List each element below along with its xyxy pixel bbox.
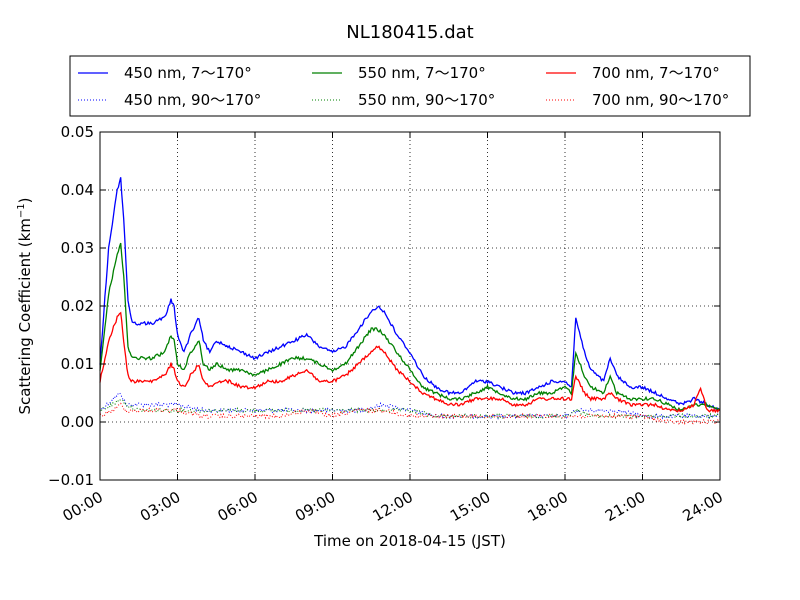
legend-label: 450 nm, 7～170° xyxy=(124,64,252,82)
x-tick-label: 09:00 xyxy=(292,488,338,525)
legend: 450 nm, 7～170° 550 nm, 7～170° 700 nm, 7～17… xyxy=(78,64,729,109)
y-axis-label-sup: −1 xyxy=(16,203,27,218)
series-line xyxy=(99,242,721,412)
legend-label: 450 nm, 90～170° xyxy=(124,91,261,109)
y-tick-label: 0.05 xyxy=(61,123,94,141)
x-tick-label: 06:00 xyxy=(215,488,261,525)
y-tick-label: 0.04 xyxy=(61,181,94,199)
series-line xyxy=(99,391,721,420)
x-tick-label: 12:00 xyxy=(370,488,416,525)
y-tick-label: −0.01 xyxy=(48,471,94,489)
x-axis-label: Time on 2018-04-15 (JST) xyxy=(313,532,506,550)
series-line xyxy=(99,177,721,412)
series-group xyxy=(99,177,721,425)
x-tick-label: 21:00 xyxy=(602,488,648,525)
grid xyxy=(100,132,720,480)
legend-label: 550 nm, 7～170° xyxy=(358,64,486,82)
y-tick-label: 0.01 xyxy=(61,355,94,373)
x-tick-label: 00:00 xyxy=(60,488,106,525)
legend-label: 700 nm, 7～170° xyxy=(592,64,720,82)
x-tick-label: 18:00 xyxy=(525,488,571,525)
y-axis-label-main: Scattering Coefficient (km xyxy=(16,218,34,414)
x-tick-label: 03:00 xyxy=(137,488,183,525)
y-tick-label: 0.02 xyxy=(61,297,94,315)
x-tick-label: 24:00 xyxy=(680,488,726,525)
series-line xyxy=(99,398,721,420)
x-tick-label: 15:00 xyxy=(447,488,493,525)
y-axis-label-tail: ) xyxy=(16,197,34,203)
series-line xyxy=(99,311,721,414)
y-tick-label: 0.00 xyxy=(61,413,94,431)
y-tick-label: 0.03 xyxy=(61,239,94,257)
chart-title: NL180415.dat xyxy=(346,22,473,43)
legend-label: 550 nm, 90～170° xyxy=(358,91,495,109)
legend-box xyxy=(69,55,751,117)
y-axis-label: Scattering Coefficient (km−1) xyxy=(16,197,34,414)
legend-label: 700 nm, 90～170° xyxy=(592,91,729,109)
